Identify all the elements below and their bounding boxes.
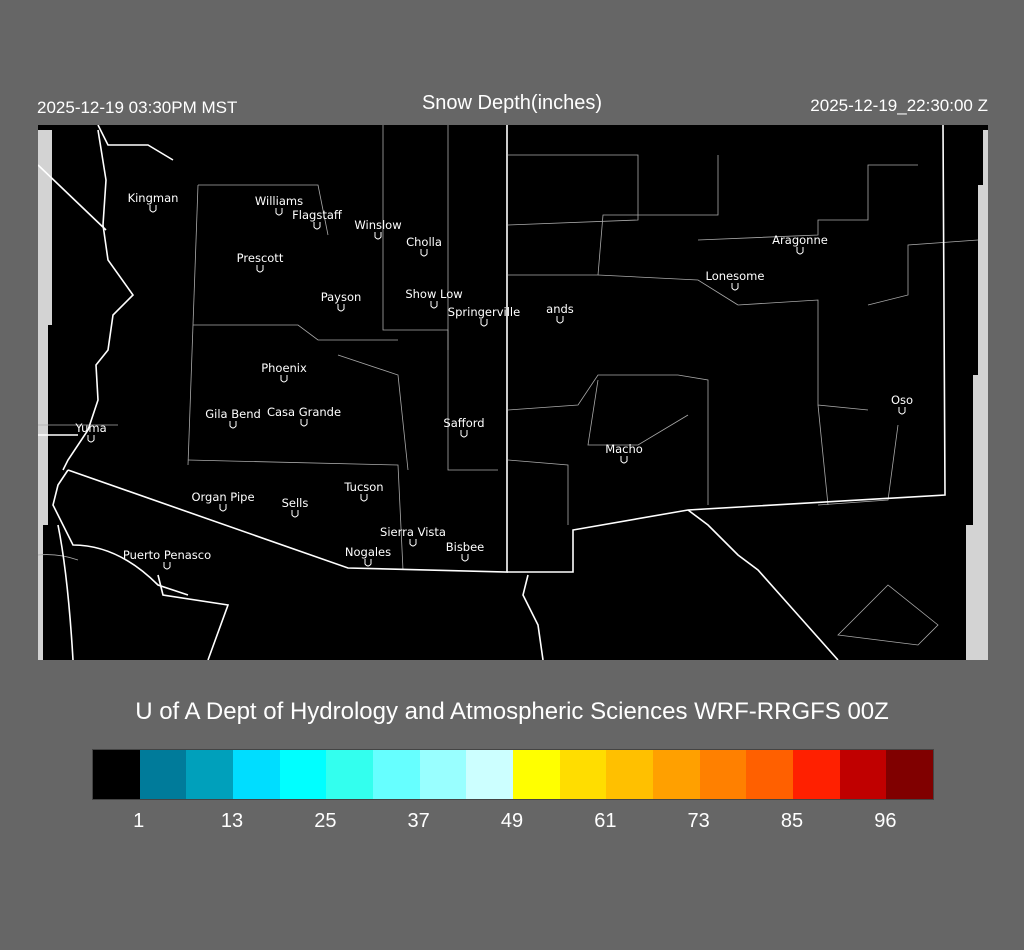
city-label: Oso (891, 393, 913, 407)
city-label: Prescott (237, 251, 284, 265)
colorbar-swatch (93, 750, 140, 799)
colorbar-swatch (139, 750, 187, 799)
colorbar-tick-label: 1 (133, 810, 145, 832)
colorbar-swatch (793, 750, 840, 799)
colorbar-swatch (233, 750, 280, 799)
station-marker-icon (219, 504, 227, 512)
station-marker-icon (460, 430, 468, 438)
station-marker-icon (364, 559, 372, 567)
colorbar-tick-label: 85 (780, 810, 804, 832)
colorbar-tick-label: 61 (594, 810, 617, 832)
nodata-right (966, 130, 988, 660)
city-label: Lonesome (706, 269, 765, 283)
station-marker-icon (430, 301, 438, 309)
city-label: Payson (321, 290, 362, 304)
station-marker-icon (229, 421, 237, 429)
station-marker-icon (360, 494, 368, 502)
local-time: 2025-12-19 03:30PM MST (37, 98, 238, 117)
colorbar-swatch (186, 750, 234, 799)
station-marker-icon (480, 319, 488, 327)
city-label: Sierra Vista (380, 525, 446, 539)
city-label: Puerto Penasco (123, 548, 211, 562)
colorbar-swatch (326, 750, 374, 799)
city-label: Winslow (354, 218, 401, 232)
city-label: ands (546, 302, 574, 316)
colorbar-tick-label: 13 (220, 810, 244, 832)
city-label: Sells (282, 496, 309, 510)
colorbar-tick-label: 49 (500, 810, 524, 832)
utc-time: 2025-12-19_22:30:00 Z (810, 96, 988, 115)
map-background (38, 125, 988, 660)
colorbar-tick-label: 96 (874, 810, 897, 832)
station-marker-icon (420, 249, 428, 257)
station-marker-icon (280, 375, 288, 383)
colorbar-swatch (559, 750, 607, 799)
colorbar-swatch (886, 750, 934, 799)
colorbar-swatch (513, 750, 560, 799)
station-marker-icon (409, 539, 417, 547)
colorbar-swatch (466, 750, 514, 799)
station-marker-icon (291, 510, 299, 518)
colorbar-swatch (279, 750, 327, 799)
station-marker-icon (620, 456, 628, 464)
city-label: Safford (443, 416, 484, 430)
state-borders (38, 125, 946, 660)
colorbar-swatch (699, 750, 747, 799)
city-label: Show Low (405, 287, 462, 301)
city-label: Kingman (128, 191, 179, 205)
city-label: Organ Pipe (191, 490, 254, 504)
station-marker-icon (149, 205, 157, 213)
station-marker-icon (374, 232, 382, 240)
colorbar (92, 749, 934, 800)
city-label: Macho (605, 442, 643, 456)
colorbar-tick-label: 37 (407, 810, 430, 832)
colorbar-swatch (373, 750, 420, 799)
station-marker-icon (461, 554, 469, 562)
city-label: Flagstaff (292, 208, 343, 222)
city-label: Phoenix (261, 361, 307, 375)
city-label: Casa Grande (267, 405, 341, 419)
nodata-left (38, 130, 52, 660)
colorbar-swatch (653, 750, 700, 799)
colorbar-swatch (746, 750, 794, 799)
city-label: Nogales (345, 545, 391, 559)
city-label: Williams (255, 194, 303, 208)
colorbar-swatch (839, 750, 887, 799)
colorbar-tick-label: 25 (314, 810, 337, 832)
station-marker-icon (313, 222, 321, 230)
city-label: Yuma (74, 421, 106, 435)
station-marker-icon (898, 407, 906, 415)
city-label: Gila Bend (205, 407, 261, 421)
station-marker-icon (337, 304, 345, 312)
station-marker-icon (300, 419, 308, 427)
map-title: Snow Depth(inches) (421, 92, 603, 114)
city-label: Springerville (448, 305, 520, 319)
station-marker-icon (275, 208, 283, 216)
station-marker-icon (256, 265, 264, 273)
colorbar-swatch (606, 750, 654, 799)
city-label: Bisbee (446, 540, 485, 554)
city-label: Tucson (343, 480, 383, 494)
city-label: Aragonne (772, 233, 828, 247)
model-credit: U of A Dept of Hydrology and Atmospheric… (135, 698, 889, 725)
station-marker-icon (796, 247, 804, 255)
city-label: Cholla (406, 235, 442, 249)
colorbar-tick-label: 73 (687, 810, 710, 832)
station-marker-icon (556, 316, 564, 324)
station-marker-icon (87, 435, 95, 443)
colorbar-swatch (419, 750, 467, 799)
station-marker-icon (163, 562, 171, 570)
station-marker-icon (731, 283, 739, 291)
